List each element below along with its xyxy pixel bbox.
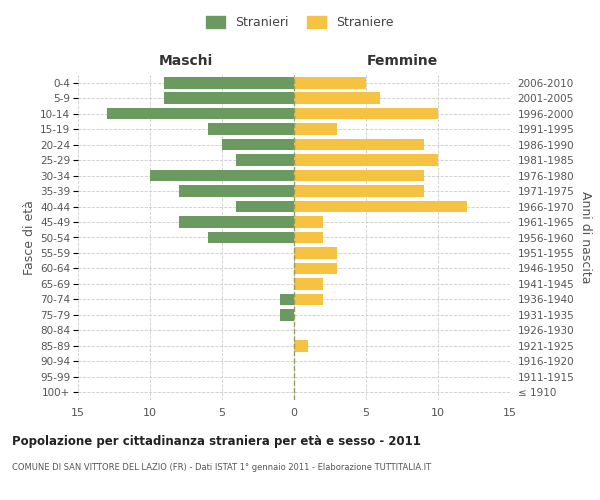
Bar xyxy=(294,294,323,305)
Bar xyxy=(294,262,337,274)
Text: COMUNE DI SAN VITTORE DEL LAZIO (FR) - Dati ISTAT 1° gennaio 2011 - Elaborazione: COMUNE DI SAN VITTORE DEL LAZIO (FR) - D… xyxy=(12,462,431,471)
Bar xyxy=(236,200,294,212)
Bar xyxy=(164,92,294,104)
Bar xyxy=(294,232,323,243)
Bar xyxy=(294,124,337,135)
Legend: Stranieri, Straniere: Stranieri, Straniere xyxy=(202,11,398,34)
Bar xyxy=(294,108,438,120)
Y-axis label: Anni di nascita: Anni di nascita xyxy=(578,191,592,284)
Bar xyxy=(294,139,424,150)
Bar xyxy=(294,186,424,197)
Text: Maschi: Maschi xyxy=(159,54,213,68)
Bar xyxy=(280,294,294,305)
Bar xyxy=(150,170,294,181)
Bar xyxy=(164,77,294,88)
Y-axis label: Fasce di età: Fasce di età xyxy=(23,200,36,275)
Bar xyxy=(294,170,424,181)
Bar xyxy=(294,340,308,351)
Bar xyxy=(294,154,438,166)
Bar xyxy=(179,186,294,197)
Bar xyxy=(236,154,294,166)
Text: Femmine: Femmine xyxy=(367,54,437,68)
Bar xyxy=(208,232,294,243)
Bar xyxy=(294,200,467,212)
Bar xyxy=(280,309,294,320)
Bar xyxy=(107,108,294,120)
Bar xyxy=(179,216,294,228)
Bar xyxy=(294,216,323,228)
Bar xyxy=(294,92,380,104)
Bar xyxy=(294,77,366,88)
Bar xyxy=(222,139,294,150)
Bar xyxy=(294,247,337,259)
Bar xyxy=(294,278,323,289)
Bar xyxy=(208,124,294,135)
Text: Popolazione per cittadinanza straniera per età e sesso - 2011: Popolazione per cittadinanza straniera p… xyxy=(12,435,421,448)
